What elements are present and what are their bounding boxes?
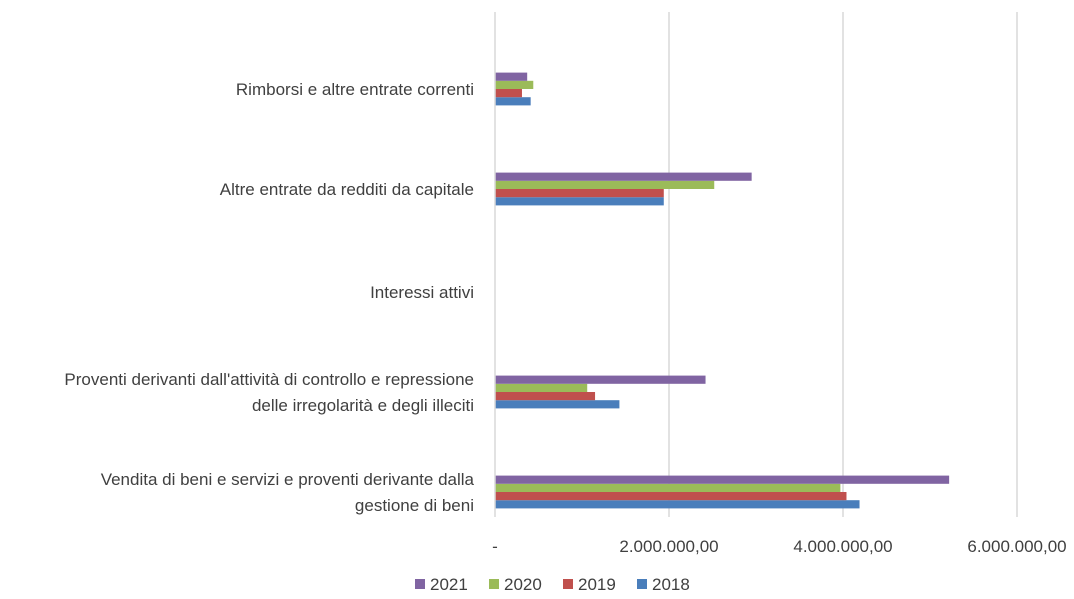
legend-label-2021: 2021 [430,575,468,594]
legend-label-2019: 2019 [578,575,616,594]
bar-2019 [495,492,847,501]
category-label: Altre entrate da redditi da capitale [220,180,474,199]
bar-2018 [495,97,531,106]
category-label: Vendita di beni e servizi e proventi der… [101,470,475,489]
legend-swatch-2019 [563,579,573,589]
category-label: Rimborsi e altre entrate correnti [236,80,474,99]
bar-2020 [495,383,588,392]
x-tick-label: - [492,537,498,556]
bar-2018 [495,500,860,509]
bar-2019 [495,189,664,198]
bar-2020 [495,483,841,492]
category-label: Interessi attivi [370,283,474,302]
bar-2020 [495,80,534,89]
legend-swatch-2021 [415,579,425,589]
bar-2018 [495,400,620,409]
category-labels: Vendita di beni e servizi e proventi der… [64,80,474,515]
x-tick-labels: - 2.000.000,00 4.000.000,00 6.000.000,00 [492,537,1066,556]
category-label: delle irregolarità e degli illeciti [252,396,474,415]
x-tick-label: 4.000.000,00 [793,537,892,556]
bar-2021 [495,375,706,384]
bar-2018 [495,197,664,206]
x-tick-label: 2.000.000,00 [619,537,718,556]
bar-2019 [495,392,596,401]
x-tick-label: 6.000.000,00 [967,537,1066,556]
category-label: gestione di beni [355,496,474,515]
bar-2021 [495,172,752,181]
bars [495,72,950,509]
gridlines [668,12,1018,517]
legend-label-2020: 2020 [504,575,542,594]
bar-2021 [495,72,528,81]
bar-2020 [495,180,715,189]
category-label: Proventi derivanti dall'attività di cont… [64,370,474,389]
legend-swatch-2020 [489,579,499,589]
legend-swatch-2018 [637,579,647,589]
bar-2019 [495,89,522,98]
legend: 2021 2020 2019 2018 [415,575,690,594]
legend-label-2018: 2018 [652,575,690,594]
bar-2021 [495,475,950,484]
